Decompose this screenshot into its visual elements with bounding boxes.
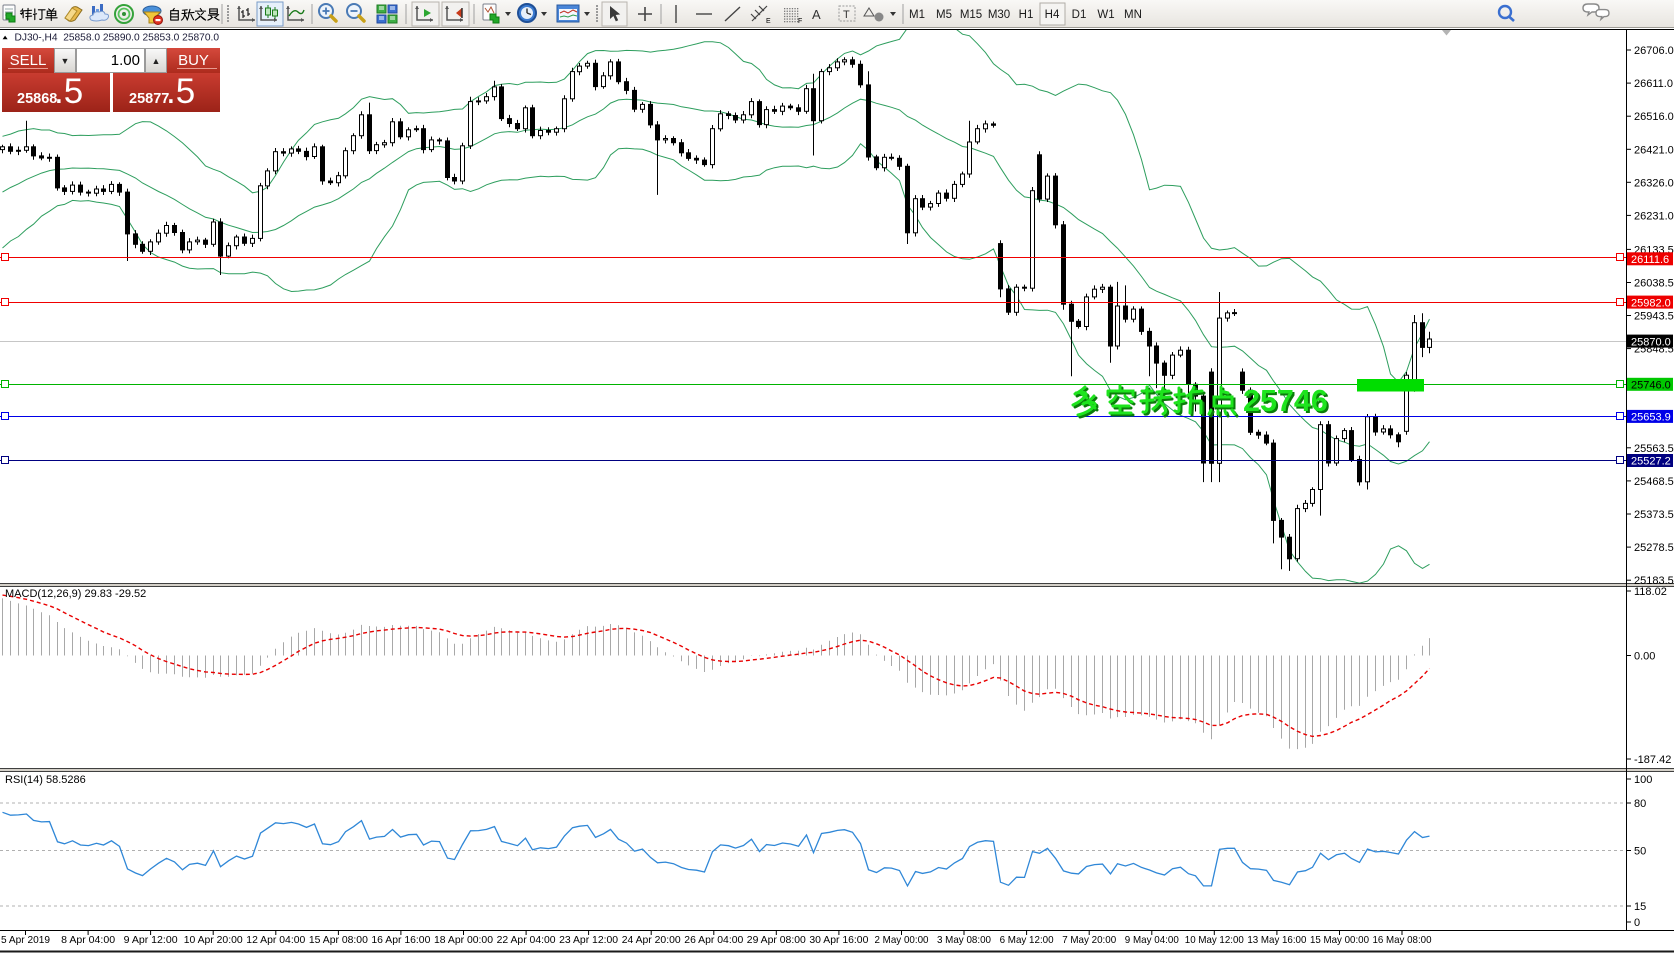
svg-text:26706.0: 26706.0 <box>1634 45 1674 57</box>
svg-text:10 Apr 20:00: 10 Apr 20:00 <box>184 934 243 946</box>
svg-text:25563.5: 25563.5 <box>1634 443 1674 455</box>
svg-text:25746: 25746 <box>1245 386 1330 420</box>
svg-text:H4: H4 <box>1045 9 1060 21</box>
svg-text:7 May 20:00: 7 May 20:00 <box>1062 934 1116 946</box>
svg-text:26111.6: 26111.6 <box>1631 254 1669 266</box>
svg-text:0.00: 0.00 <box>1634 651 1655 663</box>
svg-text:25373.5: 25373.5 <box>1634 509 1674 521</box>
svg-text:T: T <box>843 9 850 21</box>
svg-text:26326.0: 26326.0 <box>1634 177 1674 189</box>
svg-text:25468.5: 25468.5 <box>1634 476 1674 488</box>
svg-text:25870.0: 25870.0 <box>1631 336 1671 348</box>
svg-text:26611.0: 26611.0 <box>1634 78 1673 90</box>
svg-text:MN: MN <box>1124 9 1142 21</box>
svg-text:M15: M15 <box>960 9 982 21</box>
svg-text:6 May 12:00: 6 May 12:00 <box>1000 934 1054 946</box>
svg-text:26421.0: 26421.0 <box>1634 144 1674 156</box>
svg-text:25746.0: 25746.0 <box>1631 380 1671 392</box>
svg-text:50: 50 <box>1634 846 1646 858</box>
svg-text:9 Apr 12:00: 9 Apr 12:00 <box>124 934 178 946</box>
svg-text:15 Apr 08:00: 15 Apr 08:00 <box>309 934 368 946</box>
svg-text:26516.0: 26516.0 <box>1634 111 1674 123</box>
svg-text:30 Apr 16:00: 30 Apr 16:00 <box>809 934 868 946</box>
svg-text:25943.5: 25943.5 <box>1634 311 1674 323</box>
svg-text:118.02: 118.02 <box>1634 586 1667 598</box>
svg-text:25653.9: 25653.9 <box>1631 412 1671 424</box>
svg-text:10 May 12:00: 10 May 12:00 <box>1185 934 1244 946</box>
svg-text:DJ30-,H4 25858.0 25890.0 2585: DJ30-,H4 25858.0 25890.0 25853.0 25870.0 <box>15 33 220 44</box>
svg-text:26038.5: 26038.5 <box>1634 278 1674 290</box>
svg-text:23 Apr 12:00: 23 Apr 12:00 <box>559 934 618 946</box>
svg-text:H1: H1 <box>1019 9 1034 21</box>
svg-text:26 Apr 04:00: 26 Apr 04:00 <box>684 934 743 946</box>
svg-text:D1: D1 <box>1072 9 1087 21</box>
svg-text:25278.5: 25278.5 <box>1634 542 1674 554</box>
svg-text:80: 80 <box>1634 798 1646 810</box>
svg-text:12 Apr 04:00: 12 Apr 04:00 <box>246 934 305 946</box>
svg-text:18 Apr 00:00: 18 Apr 00:00 <box>434 934 493 946</box>
svg-text:M1: M1 <box>909 9 925 21</box>
svg-text:29 Apr 08:00: 29 Apr 08:00 <box>747 934 806 946</box>
svg-text:8 Apr 04:00: 8 Apr 04:00 <box>61 934 115 946</box>
svg-text:16 Apr 16:00: 16 Apr 16:00 <box>371 934 430 946</box>
svg-text:2 May 00:00: 2 May 00:00 <box>875 934 929 946</box>
svg-text:W1: W1 <box>1097 9 1114 21</box>
svg-text:M30: M30 <box>988 9 1010 21</box>
svg-text:22 Apr 04:00: 22 Apr 04:00 <box>497 934 556 946</box>
svg-text:16 May 08:00: 16 May 08:00 <box>1373 934 1432 946</box>
svg-text:5 Apr 2019: 5 Apr 2019 <box>1 934 50 946</box>
svg-text:RSI(14) 58.5286: RSI(14) 58.5286 <box>5 774 86 786</box>
svg-text:24 Apr 20:00: 24 Apr 20:00 <box>622 934 681 946</box>
svg-text:E: E <box>766 18 771 25</box>
svg-text:25527.2: 25527.2 <box>1631 456 1671 468</box>
svg-text:25746: 25746 <box>1243 384 1328 418</box>
svg-text:MACD(12,26,9) 29.83 -29.52: MACD(12,26,9) 29.83 -29.52 <box>5 588 146 600</box>
svg-text:13 May 16:00: 13 May 16:00 <box>1247 934 1306 946</box>
svg-text:M5: M5 <box>936 9 952 21</box>
svg-text:A: A <box>812 7 821 22</box>
svg-text:-187.42: -187.42 <box>1634 754 1671 766</box>
svg-text:15: 15 <box>1634 901 1646 913</box>
svg-text:25183.5: 25183.5 <box>1634 575 1674 587</box>
svg-text:25982.0: 25982.0 <box>1631 297 1671 309</box>
svg-text:0: 0 <box>1634 917 1640 929</box>
svg-text:9 May 04:00: 9 May 04:00 <box>1125 934 1179 946</box>
svg-text:15 May 00:00: 15 May 00:00 <box>1310 934 1369 946</box>
svg-text:100: 100 <box>1634 774 1652 786</box>
svg-text:26231.0: 26231.0 <box>1634 210 1674 222</box>
svg-text:3 May 08:00: 3 May 08:00 <box>937 934 991 946</box>
svg-text:F: F <box>798 18 802 25</box>
